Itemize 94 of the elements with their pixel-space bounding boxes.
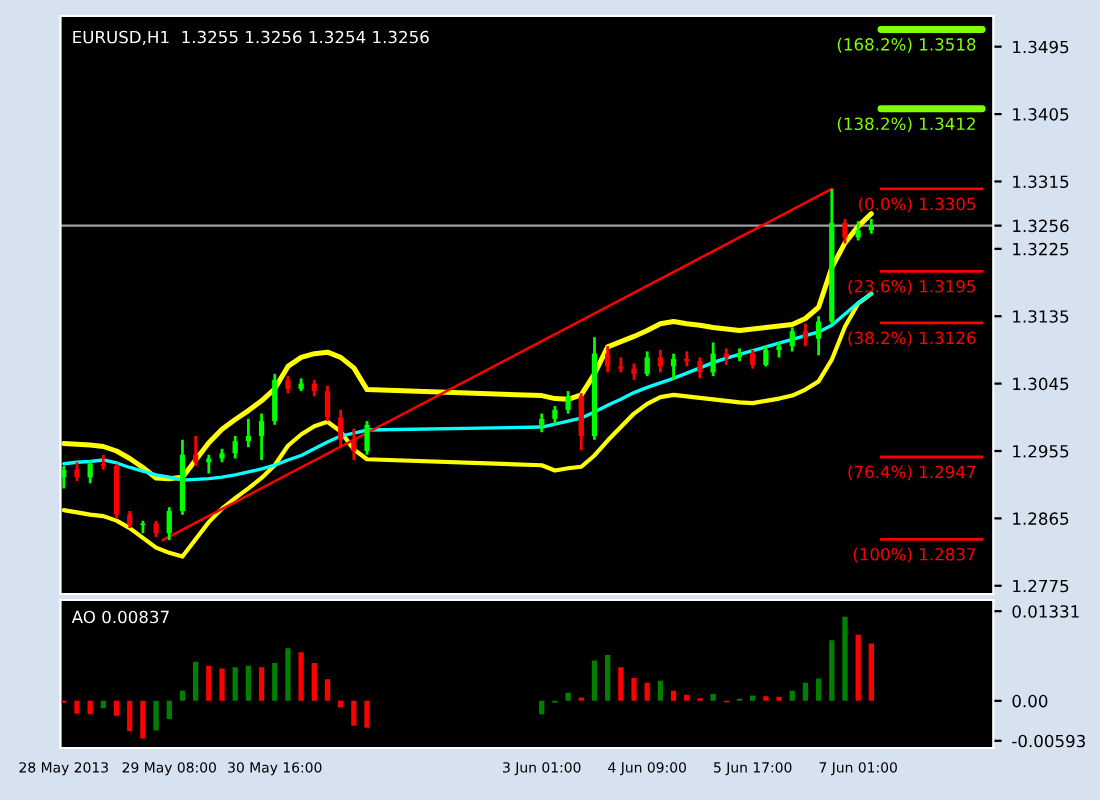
candlestick <box>789 326 795 353</box>
candlestick <box>364 419 370 457</box>
bar <box>351 700 357 726</box>
candlestick <box>232 434 238 460</box>
bar <box>179 690 186 701</box>
y-tick-label: 1.2865 <box>1013 512 1069 525</box>
bar <box>206 665 212 701</box>
bar <box>815 678 822 701</box>
candlestick <box>539 412 545 434</box>
bar <box>311 663 317 701</box>
candlestick <box>644 350 650 378</box>
bar <box>232 667 238 701</box>
bar <box>364 700 370 728</box>
candlestick <box>750 348 756 371</box>
ref-line-label: (168.2%) 1.3518 <box>837 37 976 53</box>
bar <box>100 700 106 709</box>
candlestick <box>61 464 67 490</box>
y-tick-label: 1.3405 <box>1013 108 1069 121</box>
y-tick-label: 0.01331 <box>1012 605 1079 618</box>
y-tick-label: 0.00 <box>1012 694 1048 708</box>
ref-line-label: (100%) 1.2837 <box>853 547 976 563</box>
bar <box>285 648 291 701</box>
bar <box>153 700 159 731</box>
bar <box>802 682 809 701</box>
y-tick-label: 1.3495 <box>1013 40 1069 54</box>
candlestick <box>842 217 848 245</box>
bar <box>842 616 848 701</box>
bar <box>539 700 545 715</box>
bar <box>166 700 172 720</box>
bar <box>684 694 690 701</box>
candlestick <box>206 453 212 475</box>
bar <box>829 640 835 701</box>
bar <box>565 692 571 701</box>
bar <box>272 663 278 701</box>
candlestick <box>565 389 571 415</box>
bar <box>750 695 756 701</box>
candlestick <box>763 344 769 368</box>
y-tick-label: 1.2955 <box>1013 444 1069 458</box>
bar <box>605 655 611 701</box>
bar <box>258 667 265 701</box>
candlestick <box>670 352 677 382</box>
candlestick <box>802 322 809 348</box>
bar <box>591 660 598 701</box>
bar <box>618 667 624 701</box>
candlestick <box>272 372 278 427</box>
y-tick-label: 1.3256 <box>1013 219 1069 233</box>
bar <box>657 680 664 701</box>
bar <box>87 700 93 715</box>
candlestick <box>338 408 344 449</box>
candlestick <box>697 356 703 380</box>
candlestick <box>552 404 558 427</box>
candlestick <box>815 314 822 357</box>
candlestick <box>578 391 584 452</box>
candlestick <box>193 434 199 468</box>
candlestick <box>710 341 716 378</box>
text: AO 0.00837 <box>71 610 169 624</box>
candlestick <box>351 427 357 462</box>
candlestick <box>87 459 93 485</box>
candlestick <box>855 219 861 242</box>
candlestick <box>166 505 172 542</box>
ref-line-label: (76.4%) 1.2947 <box>848 465 976 481</box>
y-tick-label: 1.2775 <box>1013 579 1069 593</box>
ref-line-label: (0.0%) 1.3305 <box>859 197 976 213</box>
bar <box>324 679 331 701</box>
bar <box>868 643 874 701</box>
bar <box>644 682 650 701</box>
bar <box>127 700 133 732</box>
candlestick <box>74 460 80 483</box>
y-tick-label: 1.3135 <box>1013 310 1069 323</box>
bar <box>631 677 637 701</box>
y-tick-label: 1.3315 <box>1013 175 1069 189</box>
bar <box>338 700 344 708</box>
y-tick-label: -0.00593 <box>1012 734 1085 748</box>
candlestick <box>258 412 265 462</box>
ref-line-label: (38.2%) 1.3126 <box>848 331 976 347</box>
bar <box>140 700 146 739</box>
candlestick <box>324 384 331 423</box>
y-tick-label: 1.3045 <box>1013 377 1069 391</box>
bar <box>789 690 795 701</box>
bar <box>298 652 304 701</box>
candlestick <box>605 344 611 374</box>
y-tick-label: 1.3225 <box>1013 242 1069 256</box>
bar <box>219 668 225 701</box>
bar <box>710 694 716 701</box>
bar <box>74 700 80 714</box>
text: EURUSD,H1 1.3255 1.3256 1.3254 1.3256 <box>73 30 429 46</box>
candlestick <box>657 348 664 374</box>
ref-line-label: (23.6%) 1.3195 <box>848 279 976 295</box>
bar <box>670 690 677 701</box>
bar <box>113 700 120 716</box>
bar <box>855 634 861 701</box>
bar <box>245 665 252 701</box>
bar <box>193 661 199 701</box>
ref-line-label: (138.2%) 1.3412 <box>837 117 975 133</box>
